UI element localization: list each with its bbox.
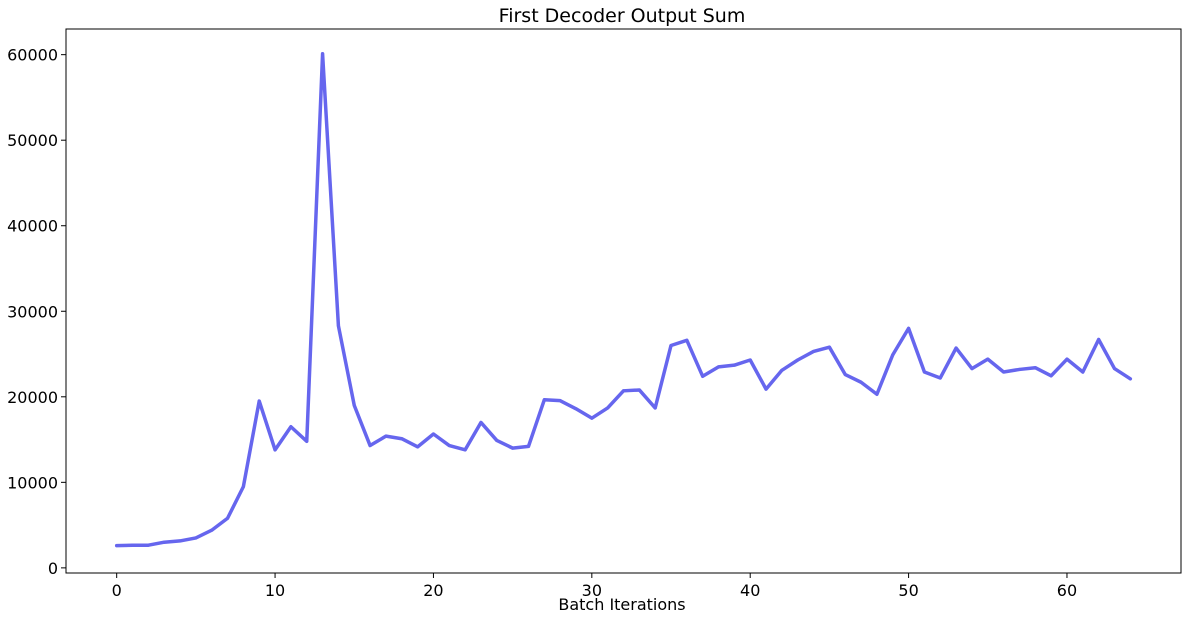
- data-point: [622, 389, 625, 393]
- data-point: [954, 346, 958, 350]
- data-point: [336, 324, 340, 328]
- data-point: [748, 358, 752, 362]
- data-point: [574, 407, 578, 411]
- data-point: [384, 434, 388, 438]
- data-point: [875, 392, 879, 396]
- x-axis: 0 10 20 30 40 50 60: [112, 573, 1077, 600]
- data-point: [289, 425, 293, 429]
- data-point: [1049, 374, 1053, 378]
- x-tick-label: 20: [423, 581, 443, 600]
- data-point: [194, 536, 198, 540]
- x-axis-label: Batch Iterations: [558, 595, 685, 614]
- data-point: [938, 376, 942, 380]
- data-point: [812, 349, 816, 353]
- data-point: [321, 52, 325, 56]
- data-point: [479, 420, 483, 424]
- chart-title: First Decoder Output Sum: [499, 5, 746, 27]
- data-point: [416, 445, 420, 449]
- data-point: [1033, 366, 1037, 370]
- y-axis: 0 10000 20000 30000 40000 50000 60000: [7, 46, 66, 578]
- data-point: [431, 432, 435, 436]
- data-point: [637, 388, 641, 392]
- data-point: [1081, 370, 1085, 374]
- data-point: [986, 357, 990, 361]
- data-point: [780, 368, 784, 372]
- data-point: [701, 374, 705, 378]
- data-point: [400, 437, 404, 441]
- data-point: [146, 543, 150, 547]
- data-point: [131, 543, 135, 547]
- data-point: [210, 528, 214, 532]
- data-point: [226, 516, 230, 520]
- data-point: [273, 448, 277, 452]
- data-point: [1002, 370, 1006, 374]
- x-tick-label: 50: [898, 581, 918, 600]
- data-point: [162, 540, 166, 544]
- data-point: [907, 326, 911, 330]
- data-point: [827, 345, 831, 349]
- data-point: [1017, 367, 1021, 371]
- data-point: [669, 343, 673, 347]
- data-point: [115, 544, 119, 548]
- y-tick-label: 50000: [7, 131, 58, 150]
- series-points: [115, 52, 1132, 548]
- x-tick-label: 30: [582, 581, 602, 600]
- plot-frame: [65, 28, 1182, 574]
- data-point: [1065, 357, 1069, 361]
- data-point: [796, 358, 800, 362]
- y-tick-label: 0: [48, 559, 58, 578]
- y-tick-label: 40000: [7, 217, 58, 236]
- data-point: [685, 338, 689, 342]
- y-tick-label: 60000: [7, 46, 58, 65]
- data-point: [843, 373, 847, 377]
- x-tick-label: 10: [265, 581, 285, 600]
- data-point: [257, 399, 261, 403]
- data-point: [495, 438, 499, 442]
- data-point: [590, 416, 594, 420]
- data-point: [368, 444, 372, 448]
- x-tick-label: 0: [112, 581, 122, 600]
- data-point: [178, 539, 182, 543]
- data-point: [352, 403, 356, 407]
- data-point: [922, 370, 926, 374]
- data-point: [1097, 337, 1101, 341]
- y-tick-label: 10000: [7, 473, 58, 492]
- x-tick-label: 60: [1057, 581, 1077, 600]
- data-point: [732, 363, 736, 367]
- y-tick-label: 20000: [7, 388, 58, 407]
- data-point: [891, 353, 895, 357]
- y-tick-label: 30000: [7, 302, 58, 321]
- data-point: [764, 387, 768, 391]
- data-point: [542, 398, 546, 402]
- data-point: [717, 365, 721, 369]
- data-point: [558, 399, 562, 403]
- data-point: [526, 444, 530, 448]
- data-point: [653, 406, 657, 410]
- data-point: [511, 446, 515, 450]
- data-point: [463, 448, 467, 452]
- data-point: [241, 485, 245, 489]
- data-point: [1112, 367, 1116, 371]
- data-point: [859, 380, 863, 384]
- data-point: [1128, 377, 1132, 381]
- data-point: [970, 367, 974, 371]
- x-tick-label: 40: [740, 581, 760, 600]
- data-point: [606, 406, 610, 410]
- data-point: [447, 444, 451, 448]
- data-point: [305, 439, 309, 443]
- series-line: [114, 52, 1133, 548]
